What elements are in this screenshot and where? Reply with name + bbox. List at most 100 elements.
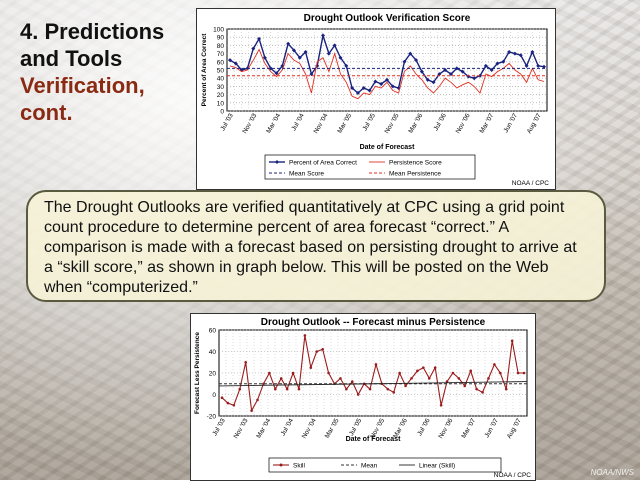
y-tick-label: 40 [217, 76, 225, 83]
data-point [220, 396, 224, 400]
y-tick-label: 0 [212, 392, 216, 399]
data-point [373, 79, 378, 84]
data-point [398, 371, 401, 375]
data-point [244, 360, 247, 364]
y-tick-label: 100 [213, 27, 224, 34]
x-tick-label: Jul '05 [362, 112, 378, 132]
data-point [410, 377, 413, 380]
chart-title: Drought Outlook -- Forecast minus Persis… [261, 317, 486, 328]
x-tick-label: Nov '05 [384, 112, 401, 135]
data-point [390, 84, 395, 89]
data-point [355, 90, 360, 95]
data-point [257, 36, 262, 41]
x-tick-label: Nov '03 [233, 417, 250, 440]
data-point [463, 384, 467, 388]
data-point [361, 86, 366, 91]
slide-title: 4. Predictions and Tools Verification, c… [20, 18, 195, 126]
legend-label: Mean Score [289, 171, 324, 178]
data-point [379, 81, 384, 86]
data-point [321, 348, 324, 351]
description-text: The Drought Outlooks are verified quanti… [44, 199, 577, 296]
data-point [408, 51, 413, 56]
x-tick-label: Mar '05 [336, 112, 353, 134]
data-point [309, 366, 313, 369]
data-point [512, 51, 517, 56]
legend-box [264, 154, 476, 180]
data-point [414, 58, 419, 63]
data-point [404, 384, 407, 388]
y-tick-label: 90 [217, 35, 225, 42]
chart-title: Drought Outlook Verification Score [304, 13, 471, 24]
x-tick-label: Jun '07 [484, 417, 501, 439]
verification-score-svg: Drought Outlook Verification Score 0 10203… [201, 13, 550, 187]
x-tick-label: Jun '07 [503, 112, 520, 134]
legend-label: Skill [293, 463, 305, 470]
data-point [524, 63, 529, 68]
data-point [327, 371, 330, 375]
data-point [250, 409, 253, 412]
data-point [499, 371, 502, 375]
data-point [504, 387, 508, 391]
y-axis-label: Forecast Less Persistence [194, 332, 201, 414]
y-tick-label: 50 [217, 68, 225, 75]
data-point [518, 53, 523, 58]
data-point [419, 69, 424, 74]
data-point [472, 76, 477, 81]
data-point [536, 63, 541, 68]
data-point [303, 49, 308, 54]
data-point [326, 51, 331, 56]
y-tick-label: 80 [217, 43, 225, 50]
title-line-4: cont. [20, 100, 73, 125]
data-point [445, 380, 449, 383]
data-point [367, 88, 372, 93]
y-axis-label: Percent of Area Correct [201, 33, 208, 107]
data-point [386, 387, 390, 391]
x-tick-label: Nov '03 [241, 112, 258, 135]
y-tick-label: 10 [217, 100, 225, 107]
data-point [356, 393, 360, 396]
data-point [437, 72, 442, 77]
data-point [238, 387, 242, 391]
x-axis-label: Date of Forecast [346, 436, 402, 443]
y-tick-label: 0 [220, 109, 224, 116]
data-point [392, 391, 396, 394]
x-tick-label: Jul '04 [280, 417, 296, 437]
data-point [233, 61, 238, 66]
data-point [454, 66, 459, 71]
legend-label: Linear (Skill) [419, 463, 455, 470]
data-point [279, 377, 283, 380]
data-point [297, 387, 301, 391]
legend-label: Percent of Area Correct [289, 160, 357, 167]
data-point [226, 401, 230, 405]
data-point [280, 63, 285, 68]
chart-credit: NOAA / CPC [512, 180, 550, 187]
legend-label: Mean Persistence [389, 171, 441, 178]
title-line-1: 4. Predictions [20, 19, 165, 44]
data-point [483, 63, 488, 68]
data-point [469, 369, 473, 373]
series-line [221, 335, 524, 413]
series-line [218, 381, 528, 387]
data-point [478, 73, 483, 78]
description-callout: The Drought Outlooks are verified quanti… [26, 190, 606, 302]
data-point [489, 68, 494, 72]
legend-label: Mean [361, 463, 378, 470]
x-tick-label: Mar '07 [479, 112, 496, 134]
data-point [286, 41, 291, 46]
data-point [339, 377, 342, 380]
data-point [457, 377, 461, 380]
data-point [291, 371, 295, 375]
legend-marker [275, 160, 279, 164]
data-point [291, 48, 296, 53]
data-point [481, 391, 484, 394]
data-point [431, 80, 436, 85]
data-point [321, 33, 326, 38]
y-tick-label: 20 [209, 371, 217, 378]
data-point [303, 334, 307, 337]
series-line [229, 48, 545, 100]
data-point [422, 366, 425, 369]
data-point [425, 77, 430, 82]
chart-credit: NOAA / CPC [494, 472, 532, 479]
data-point [487, 377, 490, 380]
y-tick-label: 60 [209, 328, 217, 335]
